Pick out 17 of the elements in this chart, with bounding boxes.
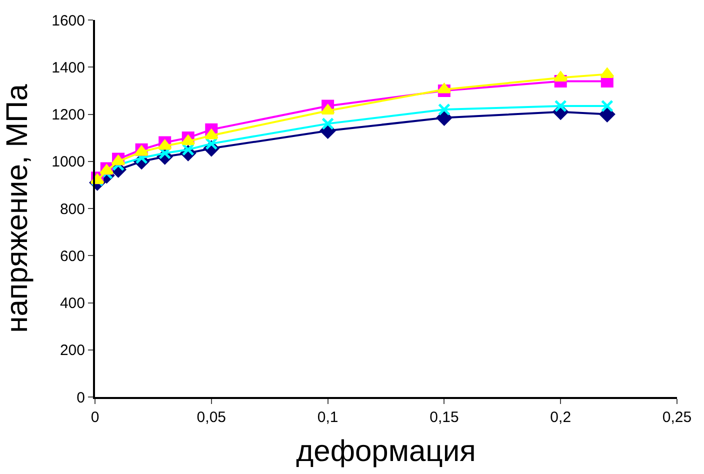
y-tick-label: 200 xyxy=(60,342,85,360)
x-tick-label: 0 xyxy=(90,409,100,426)
x-tick-label: 0,25 xyxy=(662,409,692,426)
x-tick-label: 0,2 xyxy=(550,409,572,426)
y-tick-label: 1000 xyxy=(52,154,85,171)
y-tick-label: 1400 xyxy=(52,59,85,76)
x-tick-label: 0,15 xyxy=(430,409,459,426)
y-tick-label: 1200 xyxy=(52,106,85,124)
x-tick-label: 0,1 xyxy=(317,409,338,426)
x-tick-label: 0,05 xyxy=(196,409,226,426)
y-tick-label: 0 xyxy=(76,389,85,406)
y-tick-label: 400 xyxy=(60,295,85,312)
y-tick-label: 800 xyxy=(60,200,85,218)
x-axis-title: деформация xyxy=(296,435,476,468)
y-tick-label: 600 xyxy=(60,248,85,265)
y-axis-title: напряжение, МПа xyxy=(1,84,34,333)
y-tick-label: 1600 xyxy=(52,12,85,30)
